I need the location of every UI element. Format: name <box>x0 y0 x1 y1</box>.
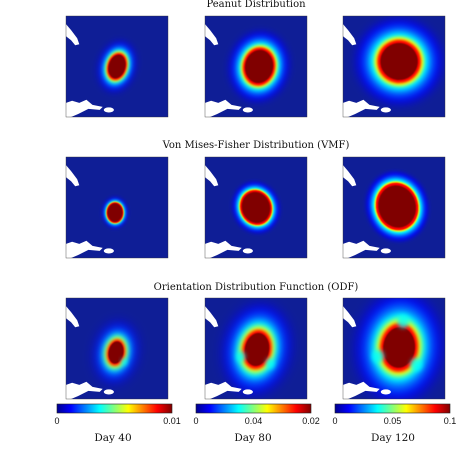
panel-r2-c2 <box>204 156 308 259</box>
panel-r2-c3-coast-top-shape <box>343 165 357 187</box>
panel-r1-c2-frame <box>204 15 308 118</box>
colorbar-day40-tick-1: 0.01 <box>163 416 181 426</box>
panel-r3-c3-coast-top-shape <box>343 306 357 328</box>
colorbar-day120-tick-2: 0.1 <box>444 416 457 426</box>
day-label-80: Day 80 <box>234 432 271 444</box>
panel-r1-c1-frame <box>65 15 169 118</box>
panel-r2-c3-island-shape <box>380 248 391 254</box>
panel-r1-c3-frame <box>342 15 446 118</box>
panel-r3-c2-lobe-1 <box>265 358 275 370</box>
panel-r1-c3-density-level-6 <box>380 42 418 81</box>
heatmap-panels <box>65 15 446 400</box>
colorbar-day40 <box>56 403 173 414</box>
colorbar-day40-bar <box>56 403 173 414</box>
colorbar-day120-tick-0: 0 <box>332 416 337 426</box>
panel-r2-c2-island-shape <box>242 248 253 254</box>
panel-r1-c2-density-level-6 <box>244 49 274 84</box>
panel-r1-c3-coast-top-shape <box>343 24 357 46</box>
panel-r2-c1-coast-bottom-shape <box>66 240 103 258</box>
panel-r2-c2-coast-bottom-shape <box>205 240 242 258</box>
panel-r2-c2-density-level-6 <box>241 191 271 224</box>
panel-r3-c1-coast-top-shape <box>66 306 80 328</box>
panel-r3-c3-frame <box>342 297 446 400</box>
panel-r1-c1-island-shape <box>103 107 114 113</box>
colorbar-day80-bar <box>195 403 312 414</box>
panel-r3-c2 <box>204 297 308 400</box>
panel-r1-c2-coast-bottom-shape <box>205 99 242 117</box>
panel-r2-c1-frame <box>65 156 169 259</box>
row-title-vmf: Von Mises-Fisher Distribution (VMF) <box>162 140 350 151</box>
colorbar-day40-tick-0: 0 <box>54 416 59 426</box>
colorbar-day80-tick-1: 0.04 <box>245 416 263 426</box>
colorbar-day80 <box>195 403 312 414</box>
panel-r3-c2-coast-top-shape <box>205 306 219 328</box>
row-title-odf: Orientation Distribution Function (ODF) <box>154 282 359 293</box>
panel-r3-c3-island-shape <box>380 389 391 395</box>
panel-r3-c1-density-level-6 <box>108 341 124 364</box>
panel-r1-c3-coast-bottom-shape <box>343 99 380 117</box>
day-label-40: Day 40 <box>94 432 131 444</box>
panel-r1-c2-island-shape <box>242 107 253 113</box>
day-label-120: Day 120 <box>371 432 415 444</box>
panel-r3-c1-lobe-1 <box>121 358 127 366</box>
panel-r3-c1-frame <box>65 297 169 400</box>
colorbar-day80-tick-0: 0 <box>193 416 198 426</box>
panel-r3-c1 <box>65 297 169 400</box>
panel-r3-c3-coast-bottom-shape <box>343 381 380 399</box>
panel-r2-c2-coast-top-shape <box>205 165 219 187</box>
panel-r3-c3-lobe-1 <box>410 358 423 372</box>
panel-r3-c1-island-shape <box>103 389 114 395</box>
panel-r2-c3-frame <box>342 156 446 259</box>
panel-r3-c1-coast-bottom-shape <box>66 381 103 399</box>
colorbar-day80-tick-2: 0.02 <box>302 416 320 426</box>
panel-r1-c2-coast-top-shape <box>205 24 219 46</box>
panel-r3-c3-lobe-2 <box>371 349 384 364</box>
panel-r3-c2-island-shape <box>242 389 253 395</box>
panel-r2-c3 <box>342 156 446 259</box>
row-title-peanut: Peanut Distribution <box>206 0 306 10</box>
panel-r3-c2-lobe-2 <box>236 351 246 363</box>
panel-r1-c2 <box>204 15 308 118</box>
panel-r2-c2-frame <box>204 156 308 259</box>
panel-r1-c1-coast-top-shape <box>66 24 80 46</box>
colorbar-day120-bar <box>334 403 451 414</box>
panel-r3-c2-density-level-6 <box>244 332 270 367</box>
panel-r1-c3-island-shape <box>380 107 391 113</box>
panel-r1-c1 <box>65 15 169 118</box>
panel-r3-c2-coast-bottom-shape <box>205 381 242 399</box>
panel-r2-c3-density-level-6 <box>378 185 417 228</box>
panel-r2-c3-coast-bottom-shape <box>343 240 380 258</box>
panel-r1-c1-coast-bottom-shape <box>66 99 103 117</box>
panel-r3-c3 <box>342 297 446 400</box>
panel-r2-c1-density-level-6 <box>107 203 123 222</box>
panel-r3-c3-density-level-6 <box>383 327 416 368</box>
panel-r3-c2-frame <box>204 297 308 400</box>
panel-r3-c3-lobe-3 <box>397 314 410 328</box>
panel-r2-c1-island-shape <box>103 248 114 254</box>
panel-r2-c1 <box>65 156 169 259</box>
panel-r1-c3 <box>342 15 446 118</box>
colorbar-day120 <box>334 403 451 414</box>
panel-r2-c1-coast-top-shape <box>66 165 80 187</box>
colorbar-day120-tick-1: 0.05 <box>384 416 402 426</box>
panel-r1-c1-density-level-6 <box>108 54 126 79</box>
